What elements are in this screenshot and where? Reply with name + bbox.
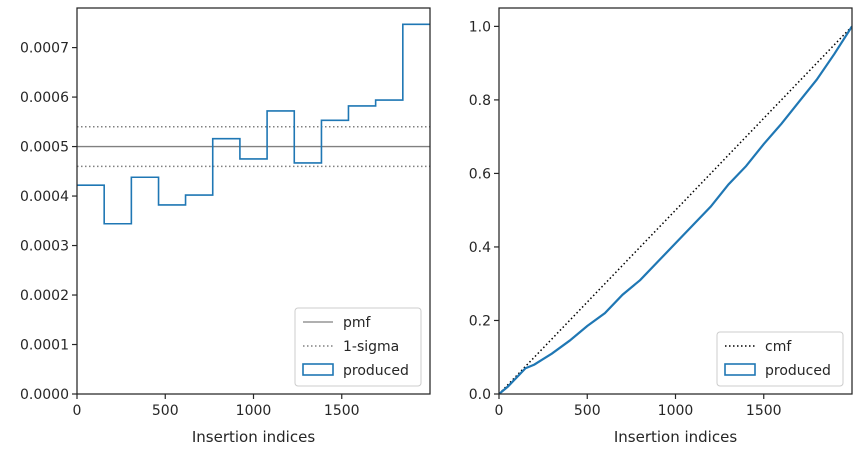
y-tick-label: 0.4 (469, 240, 491, 256)
right-chart: 0.0 0.2 0.4 0.6 0.8 1.0 0 500 1000 1500 Insertion … (469, 7, 853, 446)
x-tick-label: 500 (574, 403, 601, 419)
y-tick-label: 0.2 (469, 313, 491, 329)
legend-handle-produced (724, 363, 756, 376)
legend-handle-produced (302, 363, 334, 376)
legend: pmf 1-sigma produced (294, 307, 422, 387)
x-tick-label: 500 (152, 403, 179, 419)
y-tick-label: 0.0 (469, 387, 491, 403)
legend-label: pmf (343, 315, 372, 331)
plot-area (77, 23, 430, 225)
legend-box (294, 307, 422, 387)
legend-label: cmf (765, 339, 792, 355)
y-tick-label: 0.0003 (20, 239, 69, 255)
left-chart: 0.0000 0.0001 0.0002 0.0003 0.0004 0.0005 0.00… (20, 7, 431, 446)
y-tick-label: 1.0 (469, 19, 491, 35)
produced-cdf-line (499, 25, 852, 394)
cmf-line (499, 25, 852, 394)
x-axis-label: Insertion indices (614, 428, 737, 446)
x-tick-label: 1000 (236, 403, 272, 419)
legend-label: produced (765, 363, 831, 379)
y-tick-label: 0.0004 (20, 189, 69, 205)
x-axis-label: Insertion indices (192, 428, 315, 446)
y-tick-label: 0.0007 (20, 41, 69, 57)
y-tick-label: 0.0001 (20, 338, 69, 354)
legend-label: produced (343, 363, 409, 379)
legend-box (716, 331, 844, 387)
legend: cmf produced (716, 331, 844, 387)
x-tick-label: 1500 (746, 403, 782, 419)
legend-label: 1-sigma (343, 339, 399, 355)
y-tick-label: 0.0006 (20, 90, 69, 106)
x-tick-label: 1000 (658, 403, 694, 419)
y-tick-label: 0.0005 (20, 140, 69, 156)
plot-area (499, 25, 852, 394)
y-tick-label: 0.6 (469, 166, 491, 182)
x-tick-label: 1500 (324, 403, 360, 419)
produced-histogram (77, 23, 430, 225)
y-tick-label: 0.0002 (20, 288, 69, 304)
y-tick-label: 0.0000 (20, 387, 69, 403)
x-tick-label: 0 (73, 403, 82, 419)
y-tick-label: 0.8 (469, 93, 491, 109)
x-tick-label: 0 (495, 403, 504, 419)
